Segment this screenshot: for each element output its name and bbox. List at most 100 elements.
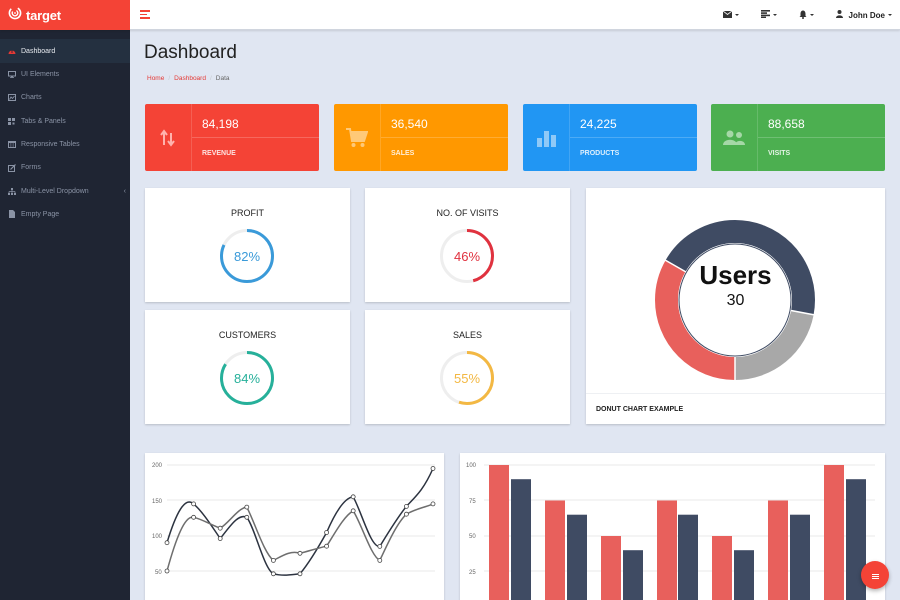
sidebar-item-dashboard[interactable]: Dashboard xyxy=(0,39,130,63)
sidebar-item-label: UI Elements xyxy=(21,71,60,79)
qrcode-icon xyxy=(7,117,16,126)
breadcrumb-current: Data xyxy=(215,75,230,82)
user-dropdown[interactable]: John Doe xyxy=(835,10,892,20)
exchange-icon xyxy=(145,104,192,171)
stat-value: 84,198 xyxy=(192,104,319,138)
stat-card-revenue: 84,198 REVENUE xyxy=(145,104,319,171)
menu-icon xyxy=(871,566,879,584)
sidebar-item-responsive-tables[interactable]: Responsive Tables xyxy=(0,133,130,156)
svg-text:150: 150 xyxy=(152,499,163,505)
sidebar-item-label: Tabs & Panels xyxy=(21,117,66,125)
bar-series-1 xyxy=(489,465,844,600)
alerts-dropdown[interactable] xyxy=(799,10,814,21)
main-content: Dashboard Home / Dashboard / Data 84,198… xyxy=(130,30,900,600)
floating-action-button[interactable] xyxy=(861,561,889,589)
donut-segment xyxy=(655,220,815,380)
caret-down-icon xyxy=(772,14,777,16)
brand-logo[interactable]: target xyxy=(0,0,130,30)
svg-text:75: 75 xyxy=(469,499,476,505)
table-icon xyxy=(7,140,16,149)
breadcrumb-dashboard[interactable]: Dashboard xyxy=(174,75,206,82)
stat-value: 88,658 xyxy=(758,104,885,138)
caret-down-icon xyxy=(734,14,739,16)
breadcrumb-separator: / xyxy=(168,75,171,82)
sidebar-item-label: Multi-Level Dropdown xyxy=(21,187,89,195)
sidebar-item-charts[interactable]: Charts xyxy=(0,86,130,109)
tasks-icon xyxy=(760,10,770,20)
sidebar-item-label: Charts xyxy=(21,94,42,102)
hamburger-icon[interactable] xyxy=(140,10,150,19)
bar-chart-card: 100 75 50 25 xyxy=(460,453,885,600)
tasks-dropdown[interactable] xyxy=(760,10,777,20)
svg-text:25: 25 xyxy=(469,570,476,576)
topbar-actions: John Doe xyxy=(701,0,892,30)
donut-center-value: 30 xyxy=(726,292,745,309)
svg-text:50: 50 xyxy=(155,570,162,576)
bar-chart-icon xyxy=(7,93,16,102)
caret-down-icon xyxy=(809,14,814,16)
stat-label: SALES xyxy=(391,150,415,157)
stat-card-visits: 88,658 VISITS xyxy=(711,104,885,171)
stat-value: 36,540 xyxy=(381,104,508,138)
page-title: Dashboard xyxy=(144,42,237,63)
gauge-value: 82% xyxy=(233,248,261,264)
caret-down-icon xyxy=(888,14,892,16)
bar-series-2 xyxy=(511,479,866,600)
stat-card-sales: 36,540 SALES xyxy=(334,104,508,171)
donut-chart xyxy=(655,220,816,381)
gauge-title: PROFIT xyxy=(231,208,264,218)
gauge-card-sales: SALES 55% xyxy=(365,310,570,424)
svg-text:50: 50 xyxy=(469,534,476,540)
donut-segment xyxy=(655,220,815,380)
line-chart-card: 200 150 100 50 xyxy=(145,453,444,600)
gauge-card-profit: PROFIT 82% xyxy=(145,188,350,302)
sidebar-item-tabs-panels[interactable]: Tabs & Panels xyxy=(0,110,130,133)
line-chart: 200 150 100 50 xyxy=(152,463,436,577)
sidebar-item-forms[interactable]: Forms xyxy=(0,156,130,179)
stat-card-products: 24,225 PRODUCTS xyxy=(523,104,697,171)
bell-icon xyxy=(799,10,807,21)
edit-icon xyxy=(7,163,16,172)
progress-ring xyxy=(220,351,274,405)
progress-ring xyxy=(440,351,494,405)
gauge-title: NO. OF VISITS xyxy=(436,208,499,218)
envelope-icon xyxy=(722,10,732,20)
progress-ring xyxy=(220,229,274,283)
donut-chart-card: Users 30 DONUT CHART EXAMPLE xyxy=(586,188,885,424)
sitemap-icon xyxy=(7,187,16,196)
stat-label: VISITS xyxy=(768,150,791,157)
breadcrumb-home[interactable]: Home xyxy=(147,75,165,82)
desktop-icon xyxy=(7,70,16,79)
sidebar-item-label: Empty Page xyxy=(21,210,60,218)
breadcrumb-separator: / xyxy=(209,75,212,82)
gauge-title: CUSTOMERS xyxy=(218,330,277,340)
svg-text:200: 200 xyxy=(152,463,163,469)
sidebar-item-label: Forms xyxy=(21,164,41,172)
sidebar-item-empty-page[interactable]: Empty Page xyxy=(0,203,130,226)
messages-dropdown[interactable] xyxy=(722,10,739,20)
bar-chart: 100 75 50 25 xyxy=(466,463,875,600)
chevron-left-icon: ‹ xyxy=(123,187,126,195)
users-icon xyxy=(711,104,758,171)
breadcrumb: Home / Dashboard / Data xyxy=(147,75,230,82)
bar-chart-icon xyxy=(523,104,570,171)
stat-label: REVENUE xyxy=(202,150,236,157)
top-navbar: target John Doe xyxy=(0,0,900,30)
dashboard-icon xyxy=(7,47,16,56)
target-logo-icon xyxy=(8,6,22,25)
sidebar: Dashboard UI Elements Charts Tabs & Pane… xyxy=(0,30,130,600)
shopping-cart-icon xyxy=(334,104,381,171)
donut-footer: DONUT CHART EXAMPLE xyxy=(586,393,885,424)
line-series-2 xyxy=(166,503,434,572)
gauge-card-customers: CUSTOMERS 84% xyxy=(145,310,350,424)
sidebar-item-label: Dashboard xyxy=(21,47,56,55)
progress-ring xyxy=(440,229,494,283)
user-name: John Doe xyxy=(848,10,885,20)
sidebar-item-ui-elements[interactable]: UI Elements xyxy=(0,63,130,86)
gauge-value: 46% xyxy=(453,248,481,264)
gauge-title: SALES xyxy=(452,330,483,340)
svg-text:100: 100 xyxy=(466,463,477,469)
sidebar-item-multi-level-dropdown[interactable]: Multi-Level Dropdown ‹ xyxy=(0,179,130,202)
stat-value: 24,225 xyxy=(570,104,697,138)
donut-center-label: Users xyxy=(699,260,772,290)
